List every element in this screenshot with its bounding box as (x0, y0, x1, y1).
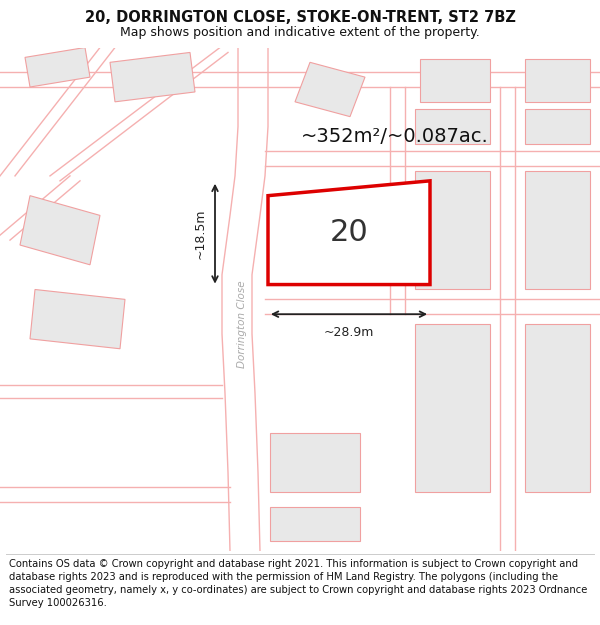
Polygon shape (270, 507, 360, 541)
Text: Dorrington Close: Dorrington Close (237, 280, 247, 368)
Polygon shape (420, 59, 490, 102)
Text: 20, DORRINGTON CLOSE, STOKE-ON-TRENT, ST2 7BZ: 20, DORRINGTON CLOSE, STOKE-ON-TRENT, ST… (85, 9, 515, 24)
Polygon shape (270, 432, 360, 492)
Polygon shape (525, 171, 590, 289)
Text: Contains OS data © Crown copyright and database right 2021. This information is : Contains OS data © Crown copyright and d… (9, 559, 587, 608)
Text: Map shows position and indicative extent of the property.: Map shows position and indicative extent… (120, 26, 480, 39)
Polygon shape (30, 289, 125, 349)
Text: ~18.5m: ~18.5m (194, 209, 207, 259)
Text: ~28.9m: ~28.9m (324, 326, 374, 339)
Polygon shape (20, 196, 100, 265)
Polygon shape (415, 324, 490, 492)
Polygon shape (25, 48, 90, 87)
Polygon shape (525, 59, 590, 102)
Text: ~352m²/~0.087ac.: ~352m²/~0.087ac. (301, 127, 489, 146)
Polygon shape (110, 52, 195, 102)
Polygon shape (268, 181, 430, 284)
Polygon shape (222, 48, 268, 551)
Text: 20: 20 (329, 218, 368, 248)
Polygon shape (525, 324, 590, 492)
Polygon shape (415, 109, 490, 144)
Polygon shape (525, 109, 590, 144)
Polygon shape (295, 62, 365, 117)
Polygon shape (415, 171, 490, 289)
